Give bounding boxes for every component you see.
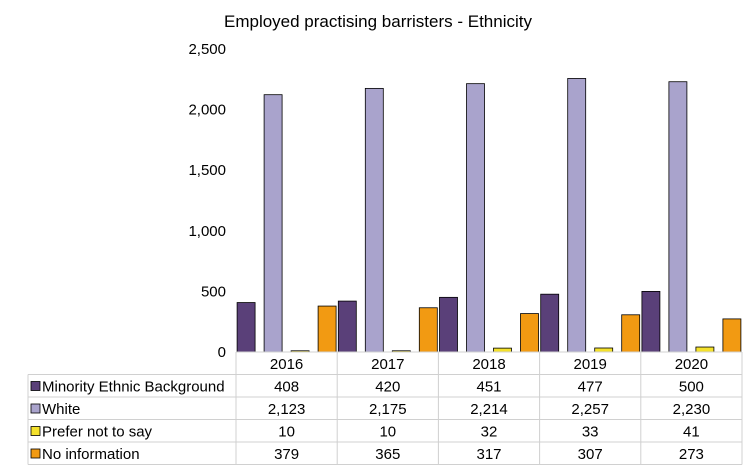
data-label: 33	[582, 424, 599, 441]
legend-key	[30, 426, 41, 436]
bar	[540, 293, 560, 353]
data-label: 273	[679, 446, 704, 463]
data-label: 365	[375, 446, 400, 463]
data-label: 2,257	[571, 401, 609, 418]
bar	[641, 290, 661, 353]
bar	[493, 347, 512, 353]
data-label: 500	[679, 379, 704, 396]
y-tick-label: 0	[218, 344, 226, 361]
data-label: 41	[683, 424, 700, 441]
legend-label: No information	[42, 446, 140, 463]
bar	[520, 313, 539, 353]
data-label: 477	[578, 379, 603, 396]
y-tick-label: 2,000	[188, 102, 226, 119]
bar	[621, 314, 641, 353]
data-label: 379	[274, 446, 299, 463]
data-label: 317	[476, 446, 501, 463]
data-label: 2,214	[470, 401, 508, 418]
bar	[418, 307, 438, 353]
y-tick-label: 2,500	[188, 41, 226, 58]
data-label: 451	[476, 379, 501, 396]
bar	[567, 78, 587, 353]
y-tick-label: 1,500	[188, 162, 226, 179]
data-label: 2,230	[673, 401, 711, 418]
y-tick-label: 500	[201, 283, 226, 300]
x-tick-label: 2020	[675, 356, 708, 373]
legend-label: Prefer not to say	[42, 424, 153, 441]
bar	[317, 305, 337, 353]
data-label: 10	[278, 424, 295, 441]
legend-label: White	[42, 401, 80, 418]
chart-title: Employed practising barristers - Ethnici…	[224, 12, 533, 31]
data-label: 408	[274, 379, 299, 396]
legend-label: Minority Ethnic Background	[42, 379, 225, 396]
data-label: 10	[379, 424, 396, 441]
bar	[594, 347, 614, 353]
data-label: 2,175	[369, 401, 407, 418]
data-label: 420	[375, 379, 400, 396]
bar	[263, 94, 283, 353]
y-tick-label: 1,000	[188, 223, 226, 240]
bar	[466, 83, 485, 353]
data-label: 32	[481, 424, 498, 441]
legend-key	[30, 448, 41, 459]
legend-key	[30, 381, 41, 391]
data-label: 307	[578, 446, 603, 463]
bar	[364, 87, 384, 353]
legend-key	[30, 403, 41, 414]
x-tick-label: 2019	[574, 356, 607, 373]
x-tick-label: 2018	[472, 356, 505, 373]
bar	[236, 302, 256, 353]
bar	[337, 300, 357, 353]
bar	[668, 81, 688, 353]
data-label: 2,123	[268, 401, 306, 418]
x-tick-label: 2016	[270, 356, 303, 373]
bar	[695, 346, 715, 353]
bar	[722, 318, 742, 353]
x-tick-label: 2017	[371, 356, 404, 373]
bar	[439, 296, 458, 353]
